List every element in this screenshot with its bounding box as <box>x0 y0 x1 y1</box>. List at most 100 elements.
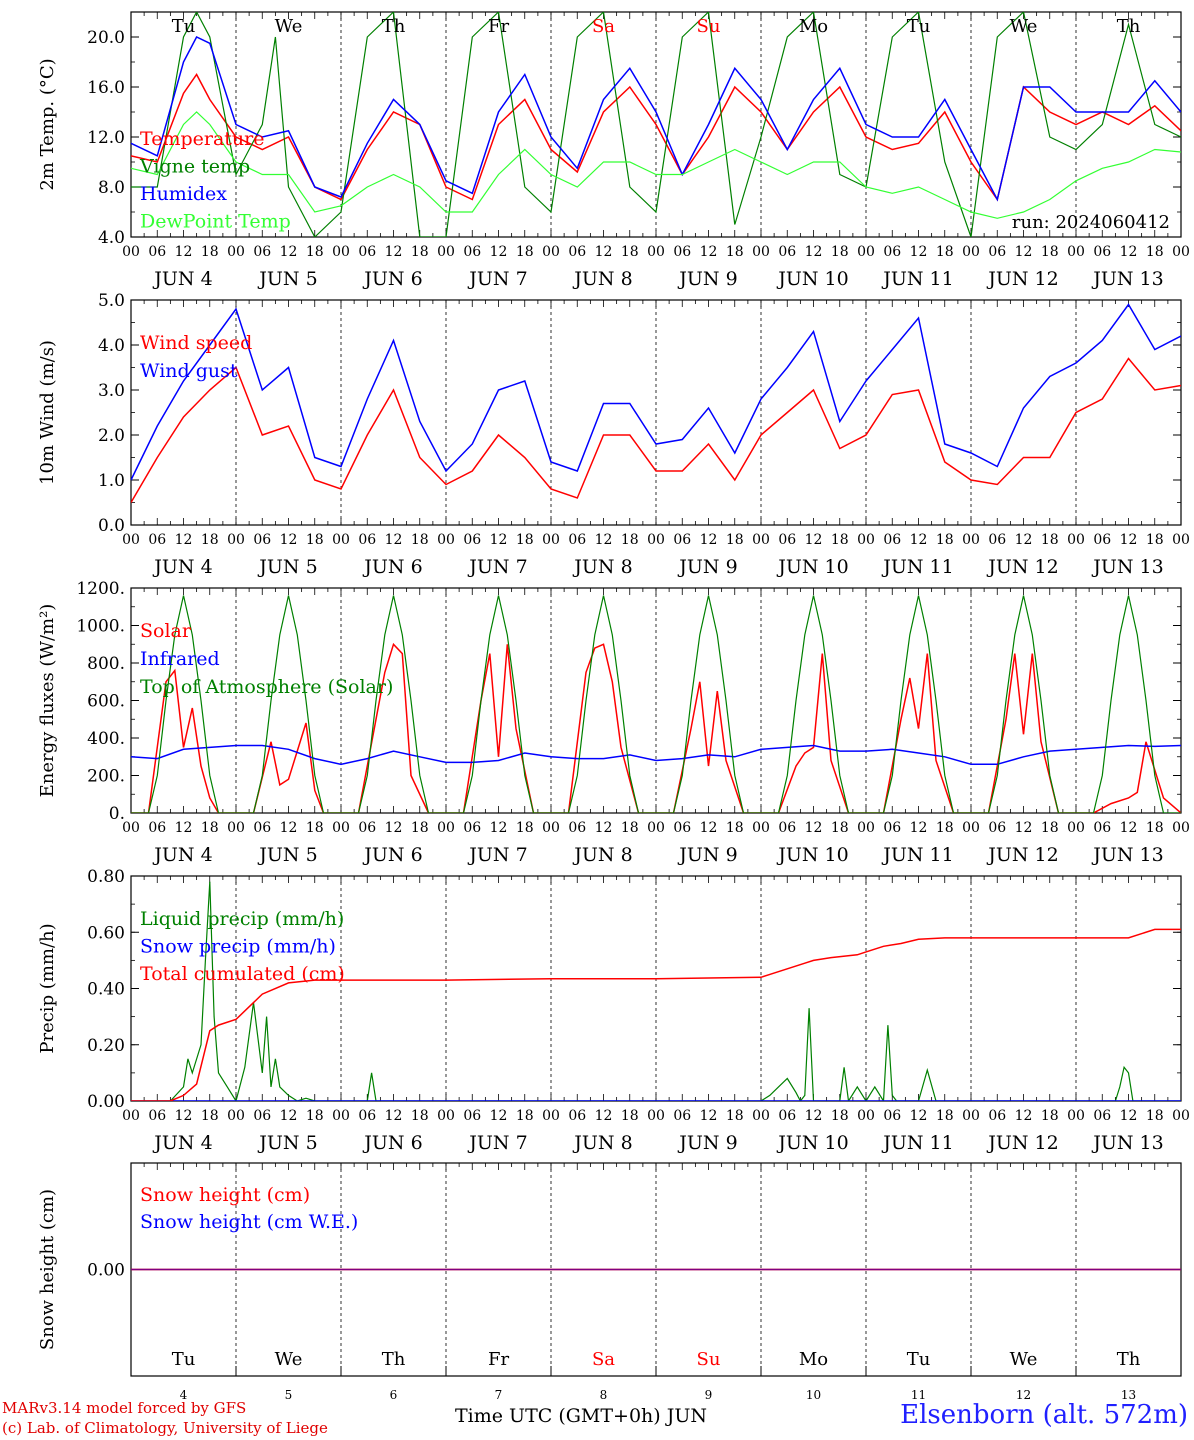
hour-tick-label: 12 <box>805 820 823 836</box>
day-name-top: Mo <box>799 16 828 37</box>
hour-tick-label: 06 <box>358 532 376 548</box>
hour-tick-label: 06 <box>883 532 901 548</box>
y-tick-label: 3.0 <box>98 381 125 401</box>
hour-tick-label: 00 <box>752 532 770 548</box>
hour-tick-label: 18 <box>1146 244 1164 260</box>
hour-tick-label: 06 <box>673 1108 691 1124</box>
hour-tick-label: 06 <box>253 532 271 548</box>
hour-tick-label: 00 <box>332 1108 350 1124</box>
legend-entry: Liquid precip (mm/h) <box>140 908 344 930</box>
day-name-bottom: Su <box>697 1349 721 1370</box>
day-name-bottom: Tu <box>172 1349 196 1370</box>
hour-tick-label: 12 <box>595 532 613 548</box>
day-name-top: Tu <box>172 16 196 37</box>
hour-tick-label: 00 <box>752 820 770 836</box>
hour-tick-label: 18 <box>516 244 534 260</box>
hour-tick-label: 18 <box>726 532 744 548</box>
hour-tick-label: 18 <box>306 244 324 260</box>
lab-credit: (c) Lab. of Climatology, University of L… <box>2 1419 328 1437</box>
hour-tick-label: 12 <box>700 532 718 548</box>
date-tick-label: JUN 4 <box>152 556 212 578</box>
hour-tick-label: 18 <box>1146 820 1164 836</box>
date-tick-label: JUN 8 <box>572 1132 632 1154</box>
hour-tick-label: 12 <box>1120 1108 1138 1124</box>
hour-tick-label: 06 <box>673 244 691 260</box>
hour-tick-label: 18 <box>831 1108 849 1124</box>
date-tick-label: JUN 6 <box>362 844 422 866</box>
y-tick-label: 0.0 <box>98 516 125 536</box>
hour-tick-label: 00 <box>437 244 455 260</box>
day-name-top: We <box>1010 16 1038 37</box>
y-tick-label: 0.80 <box>87 867 125 887</box>
day-name-top: Sa <box>592 16 615 37</box>
day-name-bottom: Tu <box>907 1349 931 1370</box>
hour-tick-label: 00 <box>542 244 560 260</box>
hour-tick-label: 06 <box>253 820 271 836</box>
hour-tick-label: 12 <box>490 532 508 548</box>
hour-tick-label: 18 <box>201 820 219 836</box>
hour-tick-label: 12 <box>490 820 508 836</box>
date-number-label: 5 <box>285 1388 293 1402</box>
panel-5: 0.00 Snow height (cm) Snow height (cm) Snow… <box>37 1162 1182 1402</box>
date-tick-label: JUN 10 <box>776 844 848 866</box>
series-line-total-cumulated-cm- <box>131 928 1181 1101</box>
hour-tick-label: 12 <box>910 1108 928 1124</box>
date-number-label: 9 <box>705 1388 713 1402</box>
series-line-infrared <box>131 744 1181 766</box>
hour-tick-label: 06 <box>358 1108 376 1124</box>
hour-tick-label: 12 <box>910 244 928 260</box>
date-tick-label: JUN 12 <box>986 1132 1058 1154</box>
hour-tick-label: 00 <box>122 244 140 260</box>
legend-entry: Snow height (cm) <box>140 1184 310 1206</box>
hour-tick-label: 00 <box>332 820 350 836</box>
hour-tick-label: 00 <box>962 820 980 836</box>
legend-entry: Top of Atmosphere (Solar) <box>140 676 393 698</box>
hour-tick-label: 12 <box>805 1108 823 1124</box>
date-tick-label: JUN 7 <box>467 268 527 290</box>
hour-tick-label: 18 <box>726 244 744 260</box>
day-name-top: Th <box>1117 16 1141 37</box>
hour-tick-label: 00 <box>542 532 560 548</box>
hour-tick-label: 12 <box>385 532 403 548</box>
hour-tick-label: 06 <box>673 532 691 548</box>
hour-tick-label: 12 <box>280 1108 298 1124</box>
date-tick-label: JUN 4 <box>152 844 212 866</box>
hour-tick-label: 00 <box>1172 244 1190 260</box>
hour-tick-label: 00 <box>647 244 665 260</box>
date-tick-label: JUN 11 <box>881 268 953 290</box>
hour-tick-label: 06 <box>568 244 586 260</box>
hour-tick-label: 00 <box>752 1108 770 1124</box>
date-tick-label: JUN 7 <box>467 844 527 866</box>
date-tick-label: JUN 9 <box>677 268 737 290</box>
y-tick-label: 4.0 <box>98 336 125 356</box>
hour-tick-label: 12 <box>490 244 508 260</box>
hour-tick-label: 18 <box>516 820 534 836</box>
legend-entry: Solar <box>140 620 192 642</box>
hour-tick-label: 06 <box>358 244 376 260</box>
hour-tick-label: 00 <box>962 532 980 548</box>
hour-tick-label: 12 <box>595 244 613 260</box>
hour-tick-label: 12 <box>175 244 193 260</box>
hour-tick-label: 12 <box>700 820 718 836</box>
y-tick-label: 4.0 <box>98 228 125 248</box>
hour-tick-label: 18 <box>936 1108 954 1124</box>
date-number-label: 7 <box>495 1388 503 1402</box>
hour-tick-label: 12 <box>280 532 298 548</box>
legend-entry: Snow precip (mm/h) <box>140 936 336 958</box>
y-tick-label: 2.0 <box>98 426 125 446</box>
hour-tick-label: 18 <box>306 1108 324 1124</box>
hour-tick-label: 12 <box>1015 820 1033 836</box>
plot-frame <box>130 299 1182 526</box>
hour-tick-label: 00 <box>122 532 140 548</box>
hour-tick-label: 00 <box>1172 532 1190 548</box>
hour-tick-label: 00 <box>227 532 245 548</box>
hour-tick-label: 06 <box>883 820 901 836</box>
hour-tick-label: 00 <box>437 532 455 548</box>
day-name-bottom: Mo <box>799 1349 828 1370</box>
day-name-top: Tu <box>907 16 931 37</box>
hour-tick-label: 12 <box>595 820 613 836</box>
day-name-bottom: Th <box>382 1349 406 1370</box>
hour-tick-label: 06 <box>568 1108 586 1124</box>
date-tick-label: JUN 9 <box>677 1132 737 1154</box>
hour-tick-label: 18 <box>936 244 954 260</box>
